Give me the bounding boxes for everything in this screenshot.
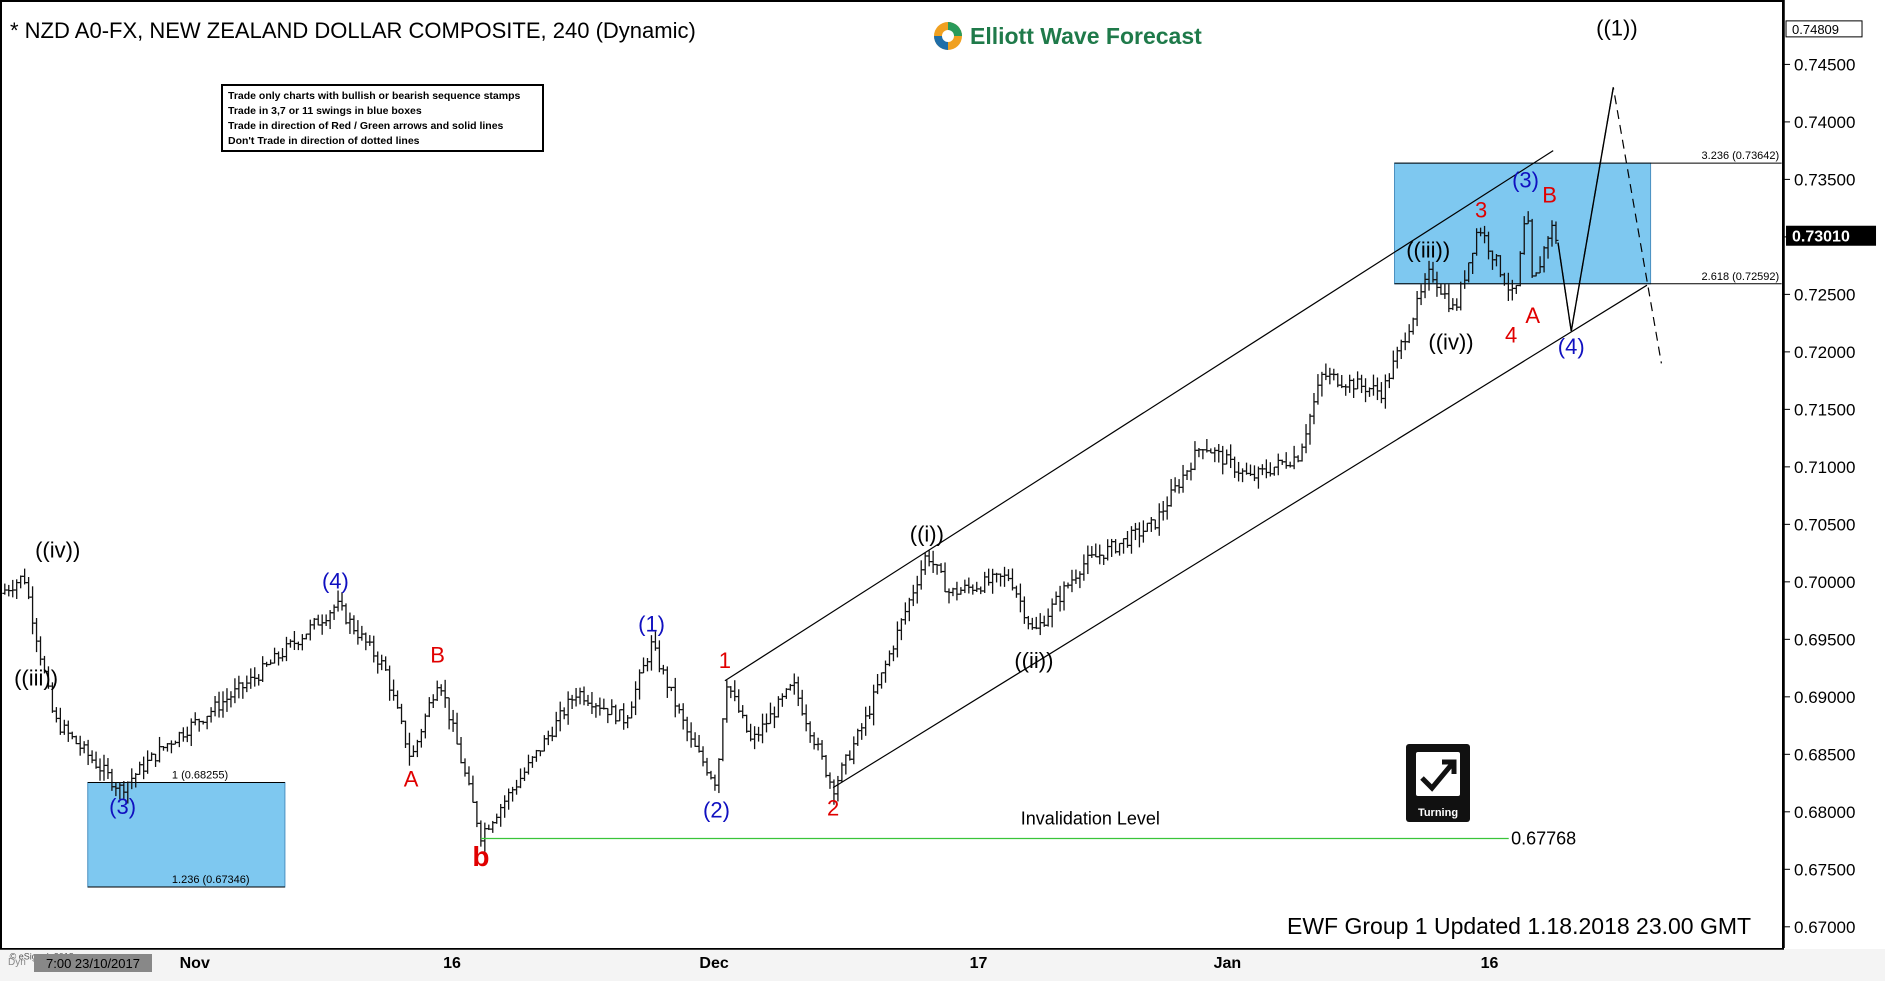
y-tick-label: 0.74000 — [1794, 113, 1855, 132]
x-tick-label: Jan — [1214, 955, 1242, 972]
y-tick-label: 0.70000 — [1794, 573, 1855, 592]
fib-level-label: 1 (0.68255) — [172, 769, 228, 781]
wave-label: ((i)) — [910, 522, 944, 547]
corner-label: Dyn — [8, 957, 26, 968]
x-tick-label: 16 — [1481, 955, 1499, 972]
y-tick-label: 0.70500 — [1794, 515, 1855, 534]
y-tick-label: 0.68000 — [1794, 803, 1855, 822]
logo-swirl-icon — [934, 22, 962, 50]
channel-line — [724, 150, 1554, 682]
wave-label: 1 — [719, 648, 731, 673]
y-tick-label: 0.71000 — [1794, 458, 1855, 477]
rule-line: Don't Trade in direction of dotted lines — [228, 135, 420, 147]
wave-label: (2) — [703, 798, 730, 823]
y-tick-label: 0.74809 — [1792, 22, 1839, 37]
y-tick-label: 0.73500 — [1794, 170, 1855, 189]
x-tick-label: Dec — [699, 955, 728, 972]
x-axis-bar — [0, 949, 1885, 981]
wave-label: b — [472, 841, 489, 872]
rule-line: Trade in direction of Red / Green arrows… — [228, 120, 504, 132]
wave-label: (1) — [638, 611, 665, 636]
wave-label: (3) — [109, 794, 136, 819]
y-tick-label: 0.68500 — [1794, 745, 1855, 764]
fib-level-label: 3.236 (0.73642) — [1702, 150, 1780, 162]
wave-label: (4) — [322, 569, 349, 594]
x-tick-label: Nov — [180, 955, 210, 972]
fib-level-label: 1.236 (0.67346) — [172, 874, 250, 886]
fib-target-box — [87, 781, 286, 888]
wave-label: B — [1542, 182, 1557, 207]
wave-label: 3 — [1475, 197, 1487, 222]
y-tick-label: 0.74500 — [1794, 55, 1855, 74]
current-price-label: 0.73010 — [1792, 229, 1850, 246]
wave-label: ((iv)) — [35, 538, 80, 563]
y-tick-label: 0.69500 — [1794, 630, 1855, 649]
update-footer: EWF Group 1 Updated 1.18.2018 23.00 GMT — [1287, 913, 1752, 939]
fib-level-label: 2.618 (0.72592) — [1702, 271, 1780, 283]
turning-badge: Turning — [1406, 744, 1470, 822]
cursor-time-label: 7:00 23/10/2017 — [46, 956, 140, 971]
y-tick-label: 0.67500 — [1794, 860, 1855, 879]
channel-line — [832, 284, 1648, 789]
rule-line: Trade only charts with bullish or bearis… — [228, 90, 521, 102]
invalidation-label: Invalidation Level — [1021, 808, 1160, 828]
turning-arrow-icon — [1416, 752, 1460, 796]
turning-label: Turning — [1417, 807, 1459, 819]
rule-line: Trade in 3,7 or 11 swings in blue boxes — [228, 105, 422, 117]
chart-title: * NZD A0-FX, NEW ZEALAND DOLLAR COMPOSIT… — [10, 18, 696, 43]
wave-label: (4) — [1558, 334, 1585, 359]
wave-label: A — [404, 767, 419, 792]
wave-label: ((1)) — [1596, 16, 1638, 41]
y-tick-label: 0.67000 — [1794, 918, 1855, 937]
y-tick-label: 0.72500 — [1794, 285, 1855, 304]
wave-label: ((iii)) — [14, 665, 58, 690]
wave-label: B — [430, 642, 445, 667]
y-tick-label: 0.69000 — [1794, 688, 1855, 707]
current-price-box — [1786, 225, 1877, 246]
projection-solid-line — [1557, 87, 1614, 332]
invalidation-value: 0.67768 — [1511, 828, 1576, 848]
cursor-time-box — [34, 954, 152, 972]
x-tick-label: 16 — [443, 955, 461, 972]
wave-label: ((iv)) — [1428, 330, 1473, 355]
wave-label: A — [1525, 303, 1540, 328]
y-tick-label: 0.72000 — [1794, 343, 1855, 362]
elliott-wave-forecast-logo: Elliott Wave Forecast — [932, 20, 1202, 52]
wave-label: 4 — [1505, 323, 1517, 348]
x-tick-label: 17 — [970, 955, 988, 972]
wave-label: 2 — [827, 795, 839, 820]
wave-label: ((ii)) — [1014, 648, 1053, 673]
plot-area — [0, 0, 1784, 950]
wave-label: (3) — [1512, 167, 1539, 192]
fib-target-box — [1394, 162, 1652, 285]
logo-text: Elliott Wave Forecast — [970, 22, 1202, 49]
y-axis-max-box — [1785, 20, 1863, 38]
trading-rules-box: Trade only charts with bullish or bearis… — [221, 84, 544, 152]
y-tick-label: 0.71500 — [1794, 400, 1855, 419]
wave-label: ((iii)) — [1406, 238, 1450, 263]
